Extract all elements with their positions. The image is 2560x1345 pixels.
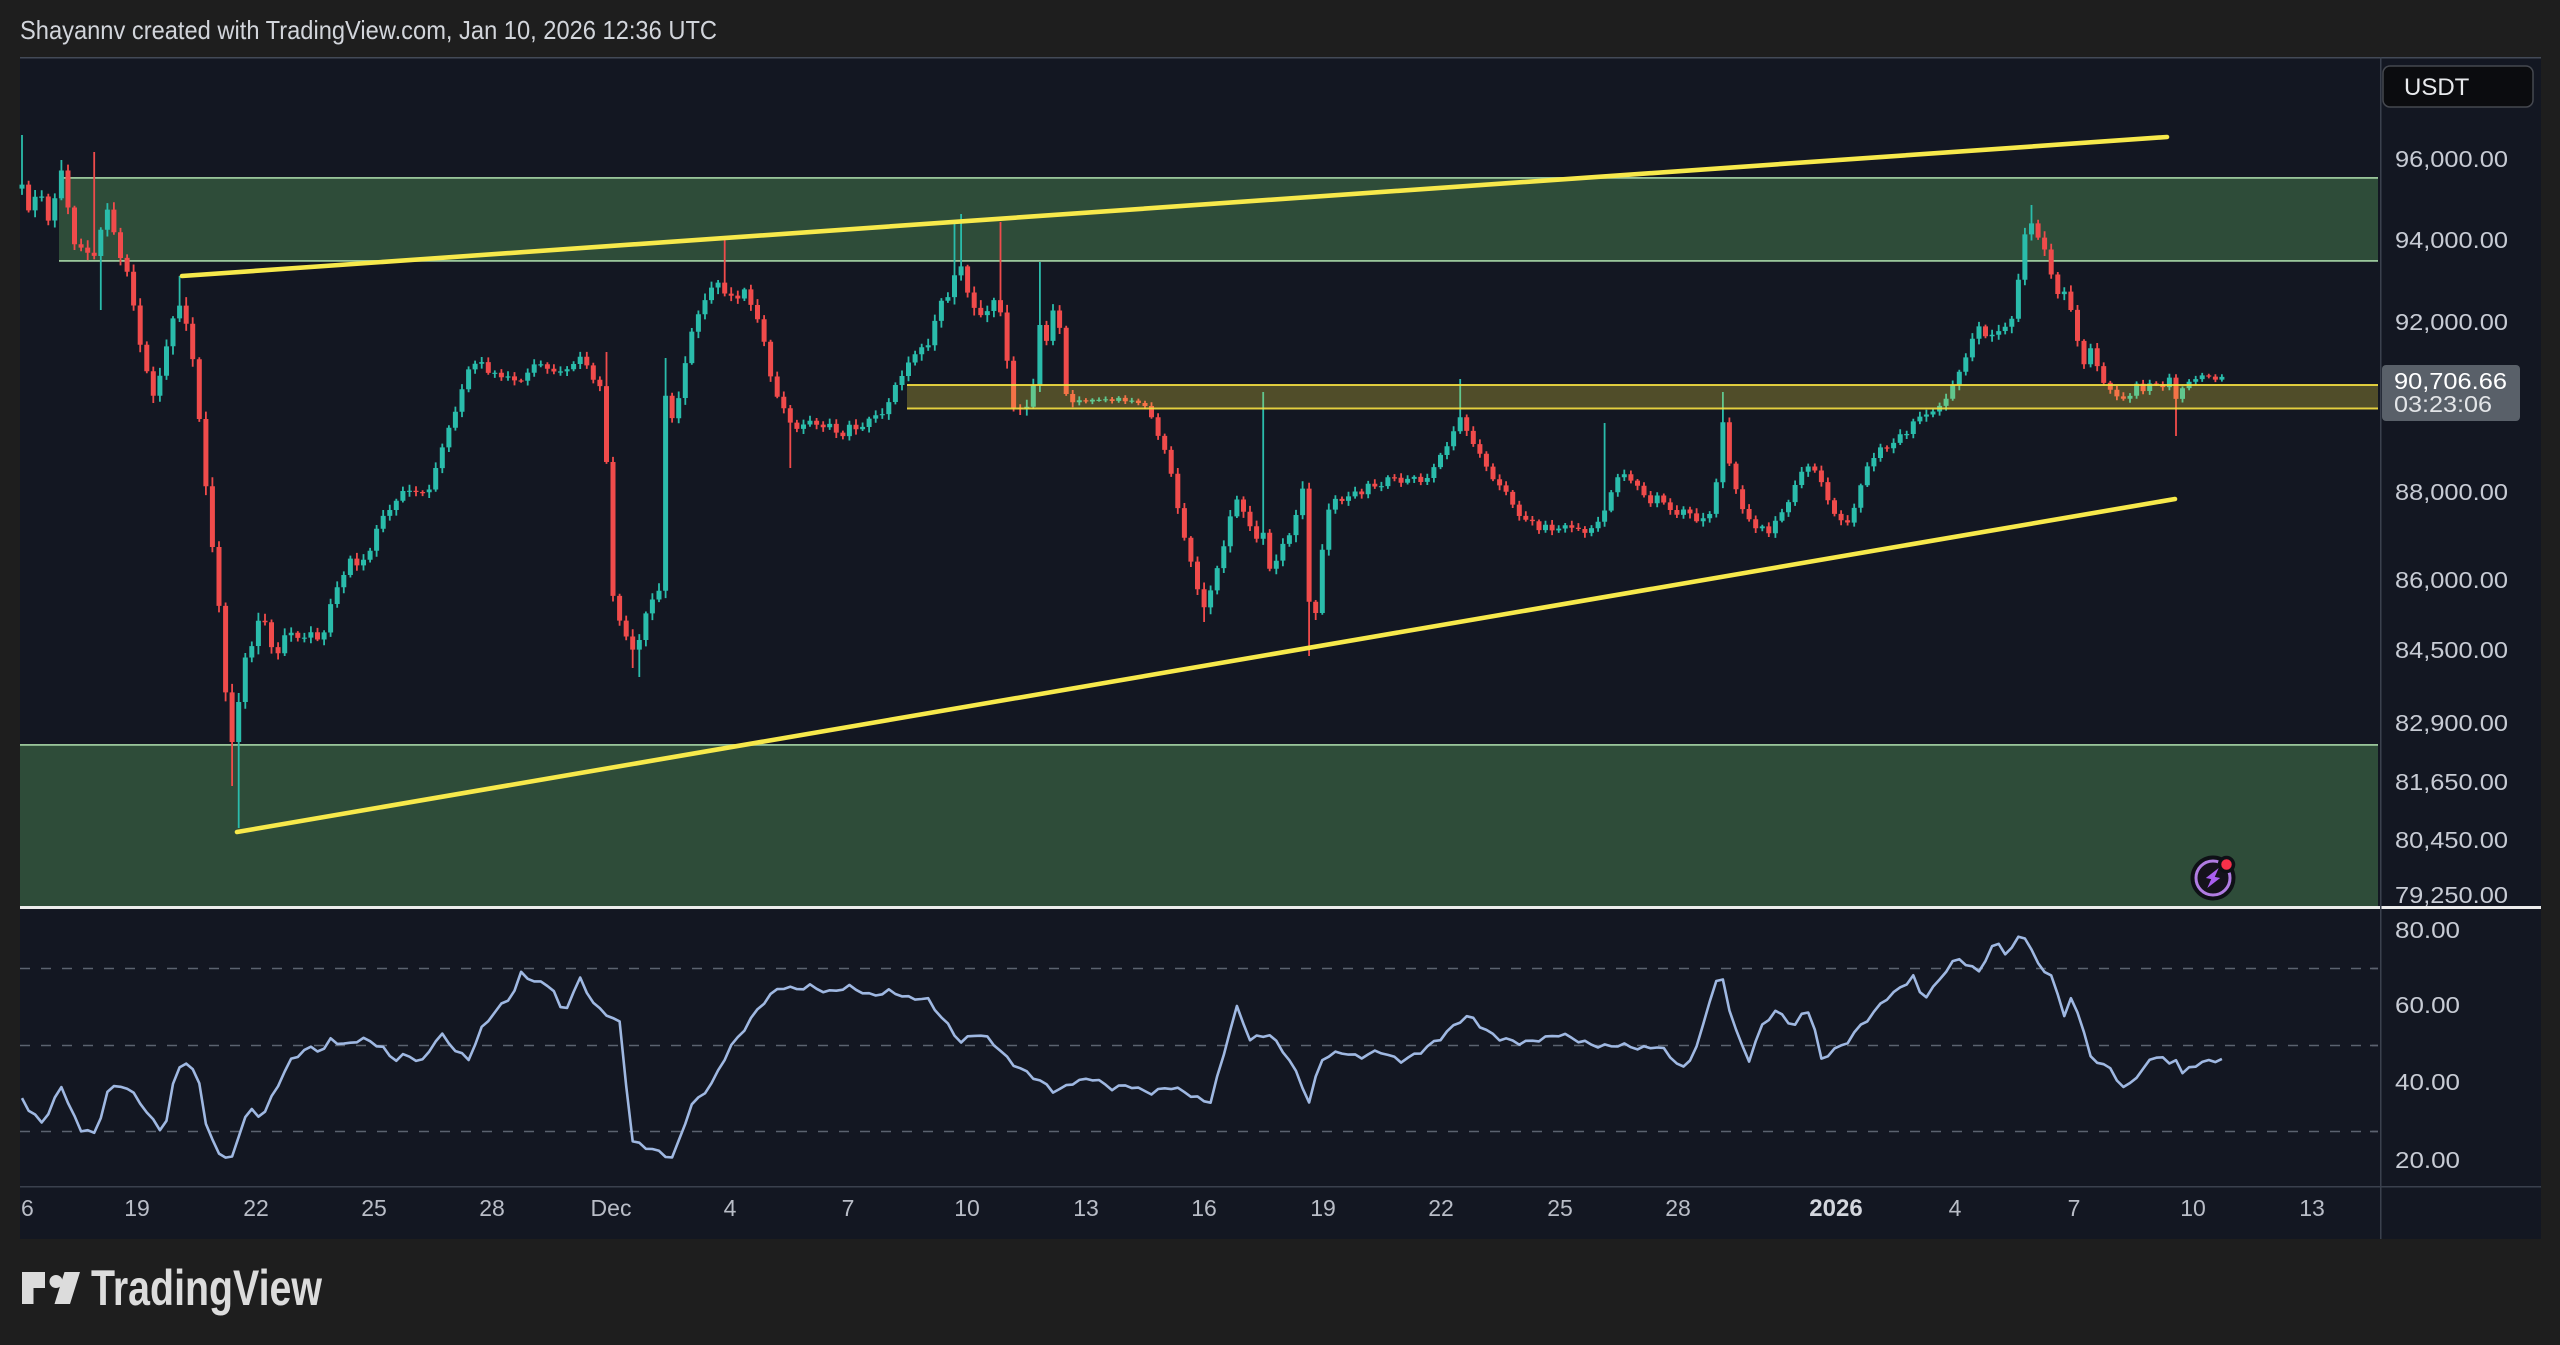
svg-text:7: 7 [2068, 1195, 2081, 1221]
svg-text:25: 25 [361, 1195, 387, 1221]
svg-text:88,000.00: 88,000.00 [2395, 479, 2508, 505]
svg-text:10: 10 [2180, 1195, 2206, 1221]
svg-text:82,900.00: 82,900.00 [2395, 710, 2508, 736]
svg-text:4: 4 [724, 1195, 737, 1221]
svg-text:80,450.00: 80,450.00 [2395, 827, 2508, 853]
svg-text:6: 6 [21, 1195, 34, 1221]
svg-text:20.00: 20.00 [2395, 1147, 2460, 1173]
svg-text:60.00: 60.00 [2395, 992, 2460, 1018]
svg-text:28: 28 [1665, 1195, 1691, 1221]
svg-text:90,706.66: 90,706.66 [2394, 368, 2507, 394]
svg-text:2026: 2026 [1809, 1195, 1862, 1222]
svg-text:81,650.00: 81,650.00 [2395, 769, 2508, 795]
svg-text:86,000.00: 86,000.00 [2395, 567, 2508, 593]
svg-text:79,250.00: 79,250.00 [2395, 882, 2508, 908]
svg-text:13: 13 [2299, 1195, 2325, 1221]
svg-text:28: 28 [479, 1195, 505, 1221]
svg-text:19: 19 [1310, 1195, 1336, 1221]
svg-text:USDT: USDT [2404, 74, 2470, 101]
svg-text:Dec: Dec [591, 1195, 632, 1221]
svg-text:96,000.00: 96,000.00 [2395, 146, 2508, 172]
svg-text:22: 22 [243, 1195, 269, 1221]
svg-text:22: 22 [1428, 1195, 1454, 1221]
svg-text:84,500.00: 84,500.00 [2395, 637, 2508, 663]
svg-text:7: 7 [842, 1195, 855, 1221]
svg-text:Shayannv created with TradingV: Shayannv created with TradingView.com, J… [20, 15, 717, 45]
svg-text:25: 25 [1547, 1195, 1573, 1221]
svg-text:92,000.00: 92,000.00 [2395, 309, 2508, 335]
svg-text:16: 16 [1191, 1195, 1217, 1221]
svg-text:19: 19 [124, 1195, 150, 1221]
svg-text:94,000.00: 94,000.00 [2395, 227, 2508, 253]
svg-text:40.00: 40.00 [2395, 1069, 2460, 1095]
svg-text:TradingView: TradingView [91, 1260, 322, 1316]
svg-text:10: 10 [954, 1195, 980, 1221]
svg-text:4: 4 [1949, 1195, 1962, 1221]
svg-text:03:23:06: 03:23:06 [2394, 391, 2492, 417]
svg-text:13: 13 [1073, 1195, 1099, 1221]
svg-text:80.00: 80.00 [2395, 917, 2460, 943]
